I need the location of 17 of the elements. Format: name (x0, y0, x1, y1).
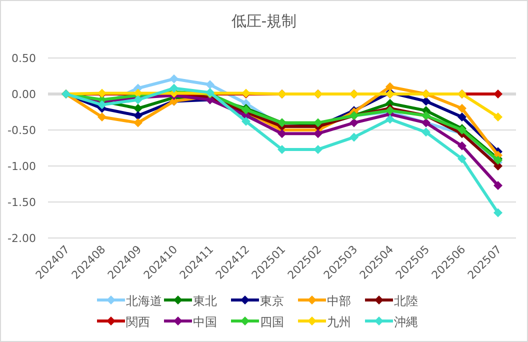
y-tick-label: -2.00 (8, 232, 36, 245)
legend-label: 中部 (327, 294, 351, 308)
legend-label: 九州 (327, 315, 351, 329)
y-tick-label: 0.50 (12, 52, 36, 65)
y-tick-label: -0.50 (8, 124, 36, 137)
legend-label: 東京 (260, 294, 284, 308)
chart-title: 低圧-規制 (231, 12, 297, 30)
legend-label: 中国 (193, 315, 217, 329)
y-tick-label: -1.50 (8, 196, 36, 209)
legend-label: 関西 (126, 315, 150, 329)
legend-label: 北海道 (126, 294, 162, 308)
y-tick-label: 0.00 (12, 88, 36, 101)
legend-label: 四国 (260, 315, 284, 329)
legend-label: 東北 (193, 294, 217, 308)
y-tick-label: -1.00 (8, 160, 36, 173)
legend-label: 沖縄 (394, 315, 418, 329)
legend-label: 北陸 (394, 294, 418, 308)
